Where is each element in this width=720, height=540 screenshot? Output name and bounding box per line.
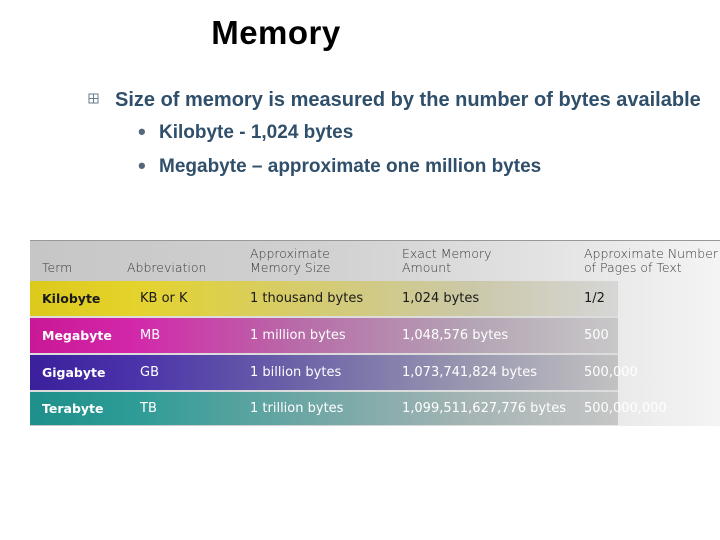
row-divider: [30, 390, 618, 392]
header-approx-size: Approximate Memory Size: [250, 246, 331, 275]
table-row: Megabyte MB 1 million bytes 1,048,576 by…: [30, 318, 618, 353]
cell-approx-size: 1 million bytes: [250, 328, 346, 343]
sub-bullet-megabyte: • Megabyte – approximate one million byt…: [136, 150, 708, 184]
bullet-list: Size of memory is measured by the number…: [88, 88, 708, 184]
diamond-bullet-icon: [88, 93, 99, 104]
row-divider: [30, 353, 618, 355]
cell-term: Terabyte: [42, 401, 104, 416]
cell-approx-size: 1 thousand bytes: [250, 291, 364, 306]
cell-pages: 500,000: [584, 365, 638, 380]
memory-size-table: Term Abbreviation Approximate Memory Siz…: [30, 240, 720, 426]
cell-exact-amount: 1,099,511,627,776 bytes: [402, 401, 566, 416]
cell-abbreviation: TB: [140, 401, 157, 416]
slide-title: Memory: [211, 14, 341, 51]
main-bullet: Size of memory is measured by the number…: [88, 88, 708, 112]
cell-term: Kilobyte: [42, 291, 101, 306]
sub-bullet-list: • Kilobyte - 1,024 bytes • Megabyte – ap…: [88, 116, 708, 184]
cell-approx-size: 1 billion bytes: [250, 365, 342, 380]
cell-exact-amount: 1,073,741,824 bytes: [402, 365, 538, 380]
cell-exact-amount: 1,024 bytes: [402, 291, 480, 306]
dot-bullet-icon: •: [138, 153, 146, 178]
cell-abbreviation: MB: [140, 328, 161, 343]
cell-abbreviation: GB: [140, 365, 159, 380]
cell-abbreviation: KB or K: [140, 291, 188, 306]
cell-term: Gigabyte: [42, 365, 106, 380]
cell-pages: 1/2: [584, 291, 605, 306]
table-row: Gigabyte GB 1 billion bytes 1,073,741,82…: [30, 355, 638, 390]
header-term: Term: [42, 260, 73, 275]
table-header: Term Abbreviation Approximate Memory Siz…: [30, 241, 720, 279]
cell-term: Megabyte: [42, 328, 112, 343]
cell-approx-size: 1 trillion bytes: [250, 401, 344, 416]
header-exact-amount: Exact Memory Amount: [402, 246, 492, 275]
table-row: Kilobyte KB or K 1 thousand bytes 1,024 …: [30, 281, 618, 316]
dot-bullet-icon: •: [138, 119, 146, 144]
row-divider: [30, 316, 618, 318]
sub-bullet-kilobyte: • Kilobyte - 1,024 bytes: [136, 116, 708, 150]
sub-bullet-text: Kilobyte - 1,024 bytes: [159, 122, 354, 143]
table-row: Terabyte TB 1 trillion bytes 1,099,511,6…: [30, 392, 667, 425]
cell-pages: 500,000,000: [584, 401, 667, 416]
sub-bullet-text: Megabyte – approximate one million bytes: [159, 156, 542, 177]
cell-exact-amount: 1,048,576 bytes: [402, 328, 509, 343]
header-pages: Approximate Number of Pages of Text: [584, 246, 719, 275]
cell-pages: 500: [584, 328, 609, 343]
main-bullet-text: Size of memory is measured by the number…: [115, 89, 701, 111]
header-abbreviation: Abbreviation: [127, 260, 207, 275]
